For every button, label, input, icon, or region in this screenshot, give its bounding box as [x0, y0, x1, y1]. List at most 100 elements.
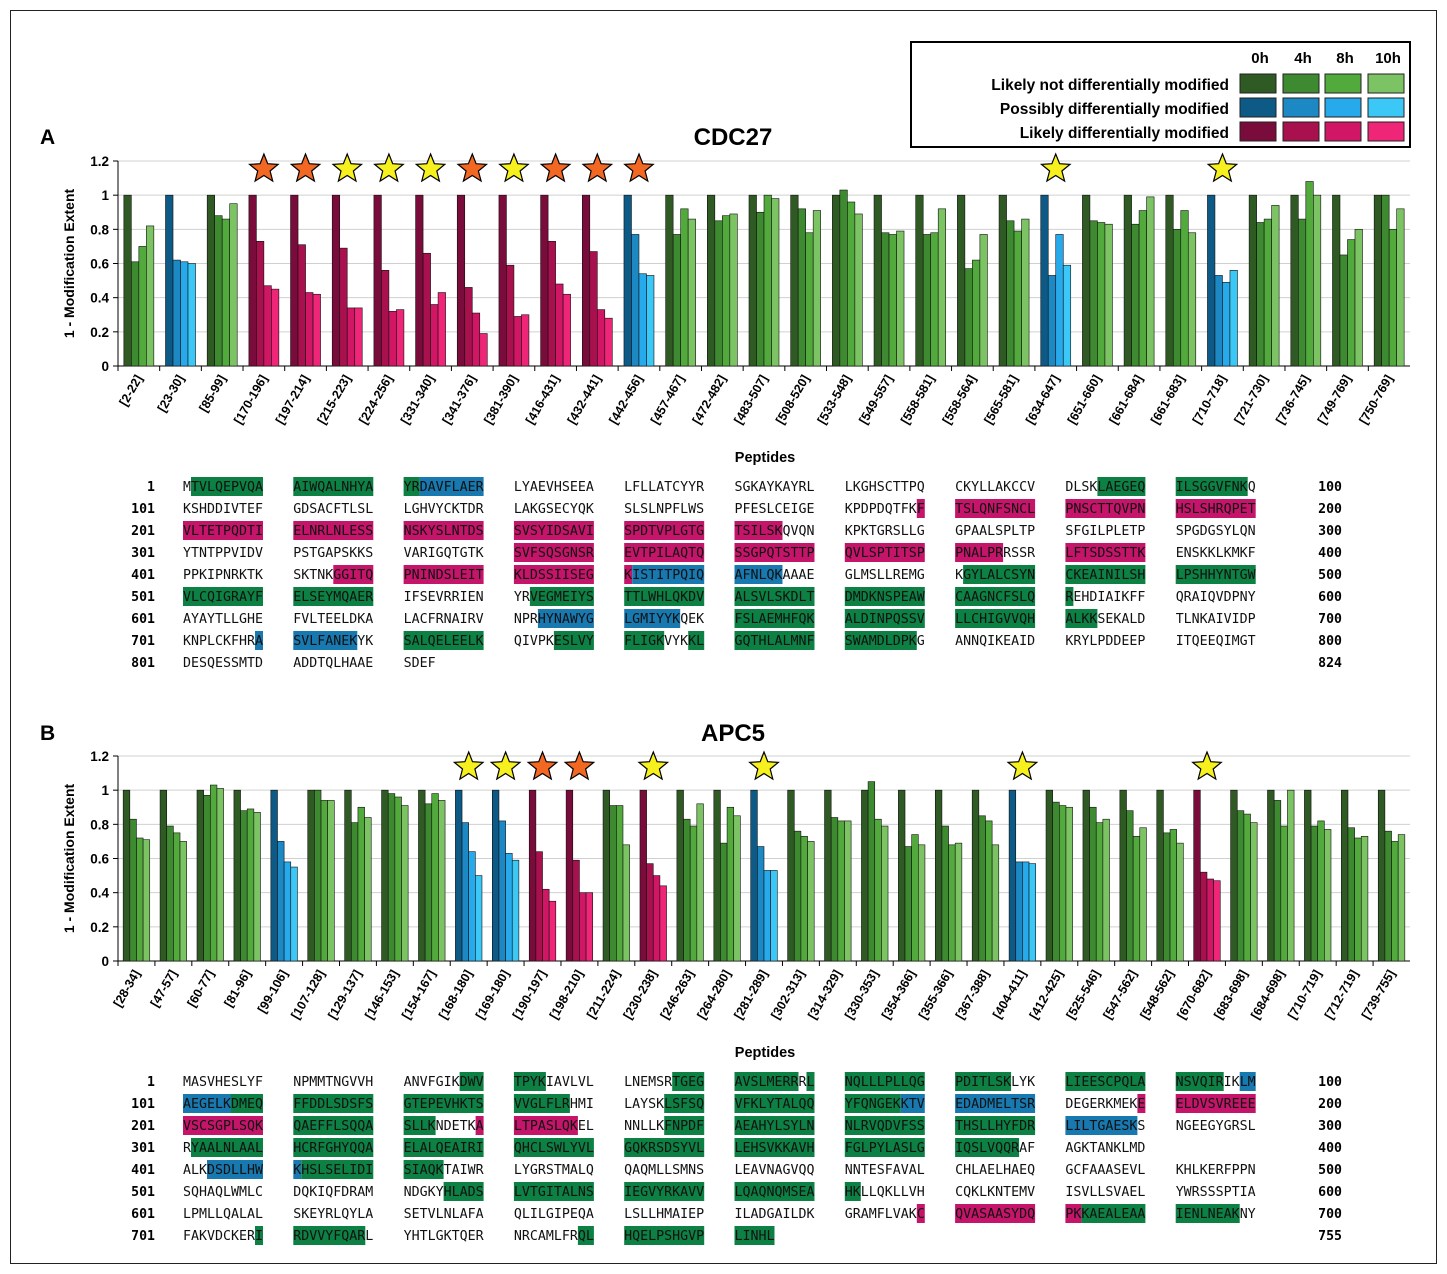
sequence-highlight	[624, 543, 705, 562]
bar	[948, 844, 956, 962]
sequence-block: NSVQIRIKLM	[1176, 1075, 1256, 1090]
bar	[179, 841, 187, 962]
x-tick-label: [154-167]	[399, 968, 438, 1022]
bar	[1102, 818, 1110, 962]
bar	[837, 820, 845, 962]
x-tick-label: [2-22]	[117, 373, 146, 409]
y-tick-label: 0.4	[90, 291, 109, 306]
sequence-block: AYAYTLLGHE	[183, 612, 263, 627]
bar	[1082, 194, 1091, 367]
sequence-block: DEGERKMEKE	[1065, 1097, 1145, 1112]
bar	[270, 789, 278, 962]
sequence-block: SGKAYKAYRL	[735, 480, 815, 495]
bar	[881, 232, 890, 367]
sequence-highlight	[624, 1138, 705, 1157]
bar	[881, 825, 889, 962]
x-tick-label: [684-698]	[1248, 968, 1287, 1022]
bar	[1313, 194, 1322, 367]
bar	[1317, 820, 1325, 962]
x-tick-label: [28-34]	[111, 968, 143, 1010]
sequence-block: QHCLSWLYVL	[514, 1141, 594, 1156]
bar	[844, 820, 852, 962]
sequence-highlight	[293, 1138, 374, 1157]
sequence-block: ISVLLSVAEL	[1065, 1185, 1145, 1200]
bar	[652, 875, 661, 962]
sequence-block: FSLAEMHFQK	[735, 612, 815, 627]
sequence-block: QVLSPTITSP	[845, 546, 925, 561]
x-tick-label: [330-353]	[842, 968, 881, 1022]
sequence-highlight	[255, 631, 263, 650]
bar	[381, 270, 390, 367]
bar	[748, 194, 757, 367]
bar	[1347, 239, 1356, 367]
sequence-block: GDSACFTLSL	[293, 502, 373, 517]
sequence-highlight	[513, 1182, 594, 1201]
sequence-block: SIAQKTAIWR	[404, 1163, 484, 1178]
sequence-highlight	[537, 609, 594, 628]
bar	[1222, 281, 1231, 367]
sequence-block: KPKTGRSLLG	[845, 524, 925, 539]
sequence-highlight	[553, 631, 594, 650]
sequence-block: EVTPILAQTQ	[624, 546, 704, 561]
sequence-highlight	[1081, 1204, 1146, 1223]
x-tick-label: [190-197]	[510, 968, 549, 1022]
bar	[479, 333, 488, 367]
bar	[1169, 829, 1178, 962]
sequence-block: ANNQIKEAID	[955, 634, 1035, 649]
sequence-highlight	[293, 587, 374, 606]
bar	[159, 789, 168, 962]
sequence-block: FVLTEELDKA	[293, 612, 373, 627]
sequence-start-number: 701	[131, 1229, 155, 1244]
y-tick-label: 0.8	[90, 222, 109, 237]
yellow-star-icon	[373, 152, 405, 183]
sequence-block: SLLKNDETKA	[404, 1119, 484, 1134]
sequence-block: SSGPQTSTTP	[735, 546, 815, 561]
sequence-block: VFKLYTALQQ	[735, 1097, 815, 1112]
bar	[800, 835, 808, 962]
orange-star-icon	[581, 152, 614, 183]
sequence-block: YWRSSSPTIA	[1176, 1185, 1256, 1200]
bar	[589, 251, 598, 367]
y-tick-label: 0.6	[90, 852, 109, 867]
bar	[941, 825, 949, 962]
sequence-block: LKGHSCTTPQ	[845, 480, 925, 495]
sequence-highlight	[513, 1094, 570, 1113]
bar	[585, 892, 594, 962]
bar	[1214, 275, 1223, 367]
sequence-block: QAEFFLSQQA	[293, 1119, 373, 1134]
bar	[290, 866, 298, 962]
x-tick-label: [457-467]	[648, 373, 687, 427]
sequence-highlight	[1065, 1072, 1146, 1091]
x-tick-label: [670-682]	[1174, 968, 1213, 1022]
x-tick-label: [47-57]	[148, 968, 180, 1010]
sequence-block: LAYSKLSFSQ	[624, 1097, 704, 1112]
x-tick-label: [661-683]	[1148, 373, 1187, 427]
sequence-end-number: 755	[1318, 1229, 1342, 1244]
sequence-highlight	[1175, 1072, 1224, 1091]
x-tick-label: [749-769]	[1315, 373, 1354, 427]
bar	[898, 789, 906, 962]
bar	[1310, 825, 1319, 962]
x-tick-label: [60-77]	[185, 968, 217, 1010]
x-tick-label: [404-411]	[990, 968, 1029, 1021]
sequence-block: THSLLHYFDR	[955, 1119, 1035, 1134]
x-tick-label: [710-719]	[1285, 968, 1324, 1022]
sequence-end-number: 500	[1318, 1163, 1342, 1178]
sequence-block: TSILSKQVQN	[735, 524, 815, 539]
sequence-block: LEAVNAGVQQ	[735, 1163, 815, 1178]
sequence-block: IENLNEAKNY	[1176, 1207, 1256, 1222]
bar	[271, 288, 280, 367]
sequence-block: GLMSLLREMG	[845, 568, 925, 583]
bar	[165, 194, 174, 367]
bar	[720, 842, 728, 962]
bar	[1059, 805, 1067, 962]
bar	[979, 234, 988, 367]
bar	[1165, 194, 1174, 367]
sequence-highlight	[1175, 499, 1256, 518]
bar	[937, 208, 947, 367]
sequence-highlight	[1175, 565, 1256, 584]
sequence-block: LIEESCPQLA	[1065, 1075, 1145, 1090]
bar	[1089, 220, 1098, 367]
bar	[1287, 789, 1295, 962]
sequence-block: NLRVQDVFSS	[845, 1119, 925, 1134]
